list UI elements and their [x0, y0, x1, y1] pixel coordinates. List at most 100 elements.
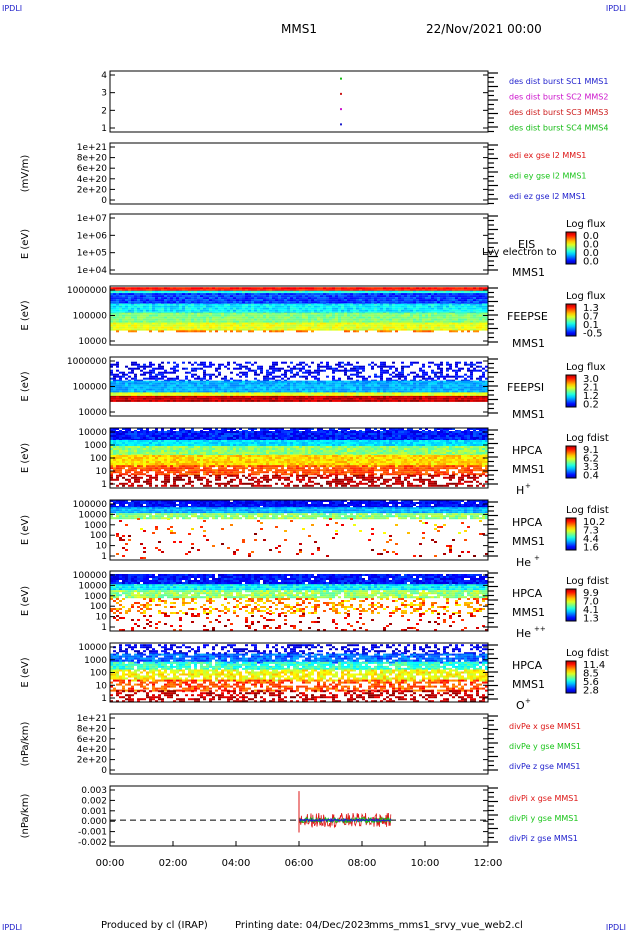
spectrogram-cell — [284, 316, 287, 319]
spectrogram-cell — [305, 295, 308, 298]
spectrogram-cell — [344, 293, 347, 296]
spectrogram-cell — [140, 399, 143, 402]
spectrogram-cell — [191, 388, 194, 391]
spectrogram-cell — [176, 305, 179, 308]
spectrogram-cell — [143, 328, 146, 331]
spectrogram-cell — [233, 320, 236, 323]
spectrogram-cell — [359, 386, 362, 389]
spectrogram-cell — [182, 395, 185, 398]
spectrogram-cell — [197, 303, 200, 306]
spectrogram-cell — [347, 361, 350, 364]
spectrogram-cell — [320, 394, 323, 397]
spectrogram-cell — [413, 371, 416, 374]
spectrogram-cell — [395, 394, 398, 397]
spectrogram-cell — [326, 295, 329, 298]
spectrogram-cell — [380, 301, 383, 304]
spectrogram-cell — [392, 380, 395, 383]
spectrogram-cell — [131, 386, 134, 389]
spectrogram-cell — [380, 324, 383, 327]
spectrogram-cell — [245, 367, 248, 370]
spectrogram-cell — [347, 382, 350, 385]
spectrogram-cell — [329, 290, 332, 293]
spectrogram-cell — [290, 303, 293, 306]
spectrogram-cell — [407, 373, 410, 376]
spectrogram-cell — [407, 312, 410, 315]
spectrogram-cell — [242, 365, 245, 368]
spectrogram-cell — [173, 316, 176, 319]
spectrogram-cell — [248, 293, 251, 296]
spectrogram-cell — [407, 295, 410, 298]
spectrogram-cell — [218, 324, 221, 327]
spectrogram-cell — [365, 324, 368, 327]
spectrogram-cell — [425, 305, 428, 308]
spectrogram-cell — [266, 384, 269, 387]
spectrogram-cell — [359, 382, 362, 385]
spectrogram-cell — [410, 386, 413, 389]
spectrogram-cell — [227, 320, 230, 323]
spectrogram-cell — [482, 320, 485, 323]
spectrogram-cell — [425, 316, 428, 319]
spectrogram-cell — [404, 395, 407, 398]
spectrogram-cell — [362, 367, 365, 370]
spectrogram-cell — [368, 307, 371, 310]
spectrogram-cell — [326, 397, 329, 400]
spectrogram-cell — [323, 382, 326, 385]
spectrogram-cell — [419, 328, 422, 331]
spectrogram-cell — [353, 312, 356, 315]
spectrogram-cell — [359, 318, 362, 321]
spectrogram-cell — [191, 386, 194, 389]
spectrogram-cell — [467, 320, 470, 323]
spectrogram-cell — [173, 367, 176, 370]
spectrogram-cell — [158, 330, 161, 333]
spectrogram-cell — [365, 307, 368, 310]
spectrogram-cell — [299, 388, 302, 391]
spectrogram-cell — [161, 367, 164, 370]
spectrogram-cell — [185, 314, 188, 317]
spectrogram-cell — [338, 363, 341, 366]
spectrogram-cell — [122, 293, 125, 296]
spectrogram-cell — [227, 295, 230, 298]
spectrogram-cell — [410, 363, 413, 366]
spectrogram-cell — [281, 330, 284, 333]
spectrogram-cell — [257, 328, 260, 331]
spectrogram-cell — [413, 388, 416, 391]
spectrogram-cell — [293, 328, 296, 331]
spectrogram-cell — [167, 318, 170, 321]
spectrogram-cell — [197, 388, 200, 391]
spectrogram-cell — [407, 290, 410, 293]
spectrogram-cell — [248, 312, 251, 315]
spectrogram-cell — [326, 322, 329, 325]
spectrogram-cell — [215, 307, 218, 310]
spectrogram-cell — [242, 390, 245, 393]
spectrogram-cell — [122, 303, 125, 306]
spectrogram-cell — [389, 394, 392, 397]
spectrogram-cell — [428, 295, 431, 298]
spectrogram-cell — [179, 318, 182, 321]
spectrogram-cell — [413, 316, 416, 319]
spectrogram-cell — [188, 297, 191, 300]
spectrogram-cell — [380, 371, 383, 374]
spectrogram-cell — [485, 328, 488, 331]
spectrogram-cell — [248, 322, 251, 325]
spectrogram-cell — [347, 397, 350, 400]
spectrogram-cell — [320, 307, 323, 310]
spectrogram-cell — [110, 371, 113, 374]
spectrogram-cell — [290, 386, 293, 389]
spectrogram-cell — [128, 375, 131, 378]
spectrogram-cell — [281, 309, 284, 312]
spectrogram-cell — [482, 326, 485, 329]
spectrogram-cell — [203, 380, 206, 383]
spectrogram-cell — [236, 373, 239, 376]
spectrogram-cell — [275, 297, 278, 300]
spectrogram-cell — [263, 289, 266, 292]
spectrogram-cell — [413, 287, 416, 290]
spectrogram-cell — [269, 377, 272, 380]
spectrogram-cell — [134, 388, 137, 391]
spectrogram-cell — [356, 384, 359, 387]
spectrogram-cell — [278, 299, 281, 302]
spectrogram-cell — [110, 287, 113, 290]
spectrogram-cell — [164, 312, 167, 315]
spectrogram-cell — [365, 293, 368, 296]
spectrogram-cell — [362, 303, 365, 306]
spectrogram-cell — [386, 290, 389, 293]
